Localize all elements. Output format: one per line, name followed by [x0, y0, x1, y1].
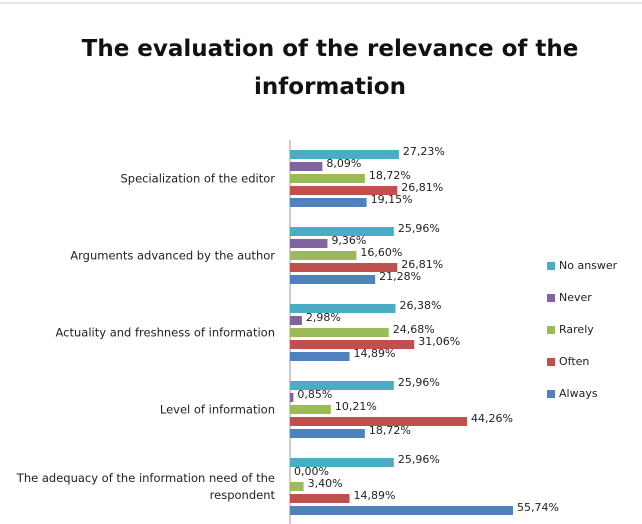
data-label: 9,36%	[331, 234, 366, 247]
bar	[290, 251, 357, 260]
category-label: Specialization of the editor	[120, 171, 275, 185]
bar	[290, 227, 394, 236]
data-label: 31,06%	[418, 335, 460, 348]
data-label: 14,89%	[354, 347, 396, 360]
bar	[290, 263, 398, 272]
bar	[290, 482, 304, 491]
bar	[290, 393, 294, 402]
data-label: 0,00%	[294, 465, 329, 478]
bar	[290, 458, 394, 467]
data-label: 16,60%	[360, 246, 402, 259]
bar	[290, 174, 365, 183]
data-label: 24,68%	[393, 323, 435, 336]
data-label: 55,74%	[517, 501, 559, 514]
legend-label: Never	[559, 291, 592, 304]
bar	[290, 381, 394, 390]
category-label: Level of information	[159, 402, 275, 416]
bar	[290, 186, 398, 195]
bar	[290, 340, 415, 349]
data-label: 26,81%	[401, 258, 443, 271]
bar	[290, 429, 365, 438]
data-label: 8,09%	[326, 157, 361, 170]
bar	[290, 198, 367, 207]
category-label: Arguments advanced by the author	[70, 248, 275, 262]
data-label: 25,96%	[398, 376, 440, 389]
data-label: 26,81%	[401, 181, 443, 194]
data-label: 25,96%	[398, 222, 440, 235]
bar	[290, 352, 350, 361]
bar	[290, 162, 323, 171]
data-label: 3,40%	[308, 477, 343, 490]
data-label: 27,23%	[403, 145, 445, 158]
data-label: 21,28%	[379, 270, 421, 283]
bar	[290, 417, 468, 426]
bar	[290, 304, 396, 313]
category-label: The adequacy of the information need of …	[16, 470, 275, 502]
legend-swatch	[547, 326, 555, 334]
chart-title: The evaluation of the relevance of the i…	[81, 36, 579, 100]
bar	[290, 405, 331, 414]
bar	[290, 494, 350, 503]
data-label: 25,96%	[398, 453, 440, 466]
bar	[290, 328, 389, 337]
data-label: 0,85%	[297, 388, 332, 401]
data-label: 10,21%	[335, 400, 377, 413]
legend-label: Always	[559, 387, 598, 400]
bar	[290, 316, 302, 325]
data-label: 19,15%	[371, 193, 413, 206]
category-label: Actuality and freshness of information	[55, 325, 275, 339]
legend-swatch	[547, 294, 555, 302]
legend-label: Often	[559, 355, 589, 368]
data-label: 44,26%	[471, 412, 513, 425]
bar	[290, 275, 376, 284]
legend-label: No answer	[559, 259, 618, 272]
bar	[290, 239, 328, 248]
data-label: 26,38%	[400, 299, 442, 312]
bar	[290, 506, 513, 515]
legend-label: Rarely	[559, 323, 594, 336]
legend-swatch	[547, 390, 555, 398]
bar	[290, 150, 399, 159]
legend-swatch	[547, 262, 555, 270]
data-label: 18,72%	[369, 169, 411, 182]
data-label: 14,89%	[354, 489, 396, 502]
data-label: 18,72%	[369, 424, 411, 437]
data-label: 2,98%	[306, 311, 341, 324]
legend-swatch	[547, 358, 555, 366]
